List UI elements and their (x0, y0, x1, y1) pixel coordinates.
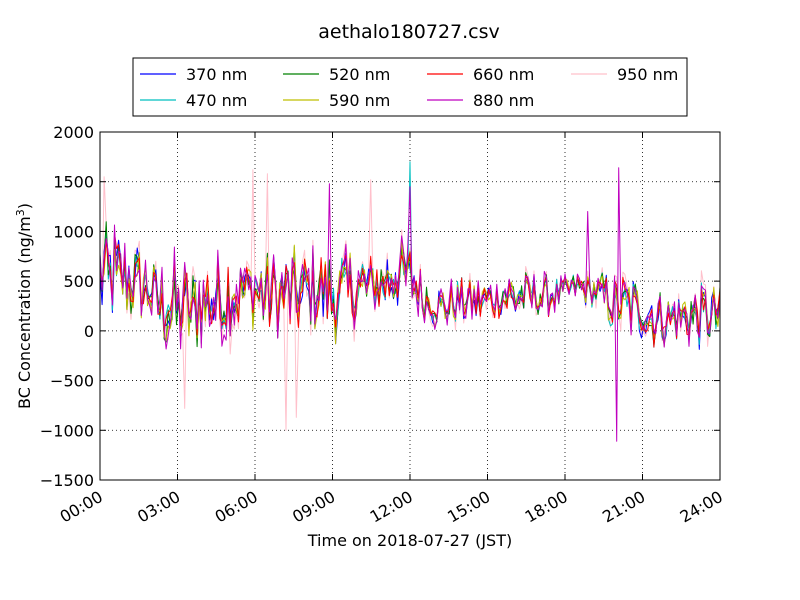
legend-label: 950 nm (617, 65, 678, 84)
y-tick-label: 0 (84, 322, 94, 341)
legend-label: 370 nm (186, 65, 247, 84)
y-tick-label: −1500 (40, 471, 94, 490)
y-tick-label: −1000 (40, 421, 94, 440)
y-tick-label: 500 (63, 272, 94, 291)
x-axis-label: Time on 2018-07-27 (JST) (307, 531, 512, 550)
y-axis-label: BC Concentration (ng/m3) (14, 203, 35, 409)
legend-box (132, 57, 688, 117)
legend-label: 470 nm (186, 91, 247, 110)
y-axis-label-superscript: 3 (14, 209, 27, 216)
legend-label: 880 nm (473, 91, 534, 110)
y-tick-label: 1000 (53, 222, 94, 241)
legend-label: 590 nm (329, 91, 390, 110)
y-axis-label-close: ) (15, 203, 34, 209)
series-line-880-nm (99, 167, 721, 442)
series-layer (99, 161, 721, 442)
y-tick-label: 2000 (53, 123, 94, 142)
y-axis-label-main: BC Concentration (ng/m (15, 216, 34, 409)
legend-label: 660 nm (473, 65, 534, 84)
legend: 370 nm 470 nm 520 nm 590 nm 660 nm 880 nm 950 … (132, 57, 688, 117)
tick-layer (99, 131, 721, 481)
chart-title: aethalo180727.csv (318, 21, 500, 43)
y-tick-labels: 2000 1500 1000 500 0 −500 −1000 −1500 (40, 123, 94, 490)
y-tick-label: −500 (50, 372, 94, 391)
legend-label: 520 nm (329, 65, 390, 84)
y-tick-label: 1500 (53, 173, 94, 192)
legend-items: 370 nm 470 nm 520 nm 590 nm 660 nm 880 nm 950 … (140, 65, 678, 110)
